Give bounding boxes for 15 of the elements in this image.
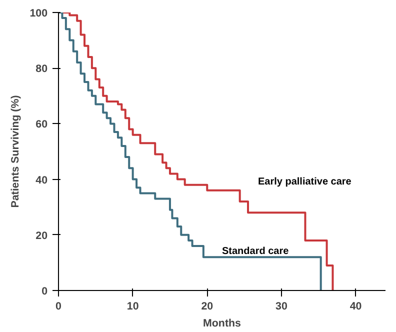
y-tick-label: 40: [36, 174, 48, 186]
y-tick-label: 60: [36, 118, 48, 131]
x-tick-label: 0: [56, 300, 62, 312]
x-tick-label: 30: [276, 300, 288, 312]
series-label: Standard care: [222, 246, 290, 258]
x-tick-label: 40: [350, 300, 362, 312]
x-axis-title: Months: [203, 318, 242, 330]
x-tick-label: 20: [201, 300, 214, 312]
y-tick-label: 100: [30, 8, 48, 20]
y-axis-title: Patients Surviving (%): [10, 94, 22, 208]
y-tick-label: 20: [36, 230, 48, 242]
series-label: Early palliative care: [258, 176, 352, 188]
y-tick-label: 80: [36, 63, 48, 76]
x-tick-label: 10: [126, 300, 139, 312]
y-tick-label: 0: [42, 286, 48, 298]
